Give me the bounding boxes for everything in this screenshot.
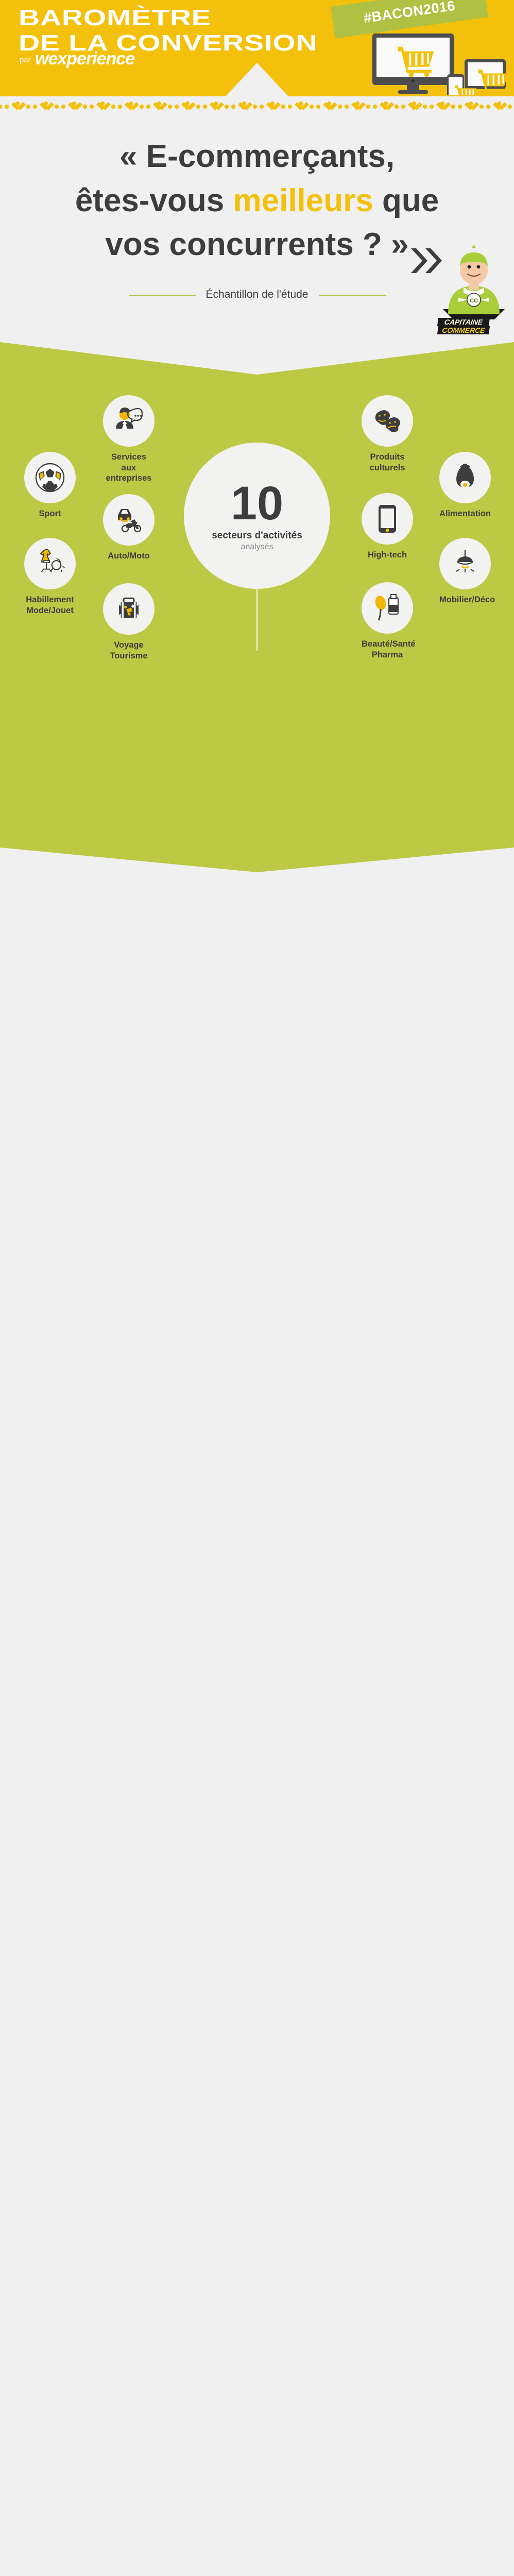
svg-text:CC: CC xyxy=(470,298,478,304)
